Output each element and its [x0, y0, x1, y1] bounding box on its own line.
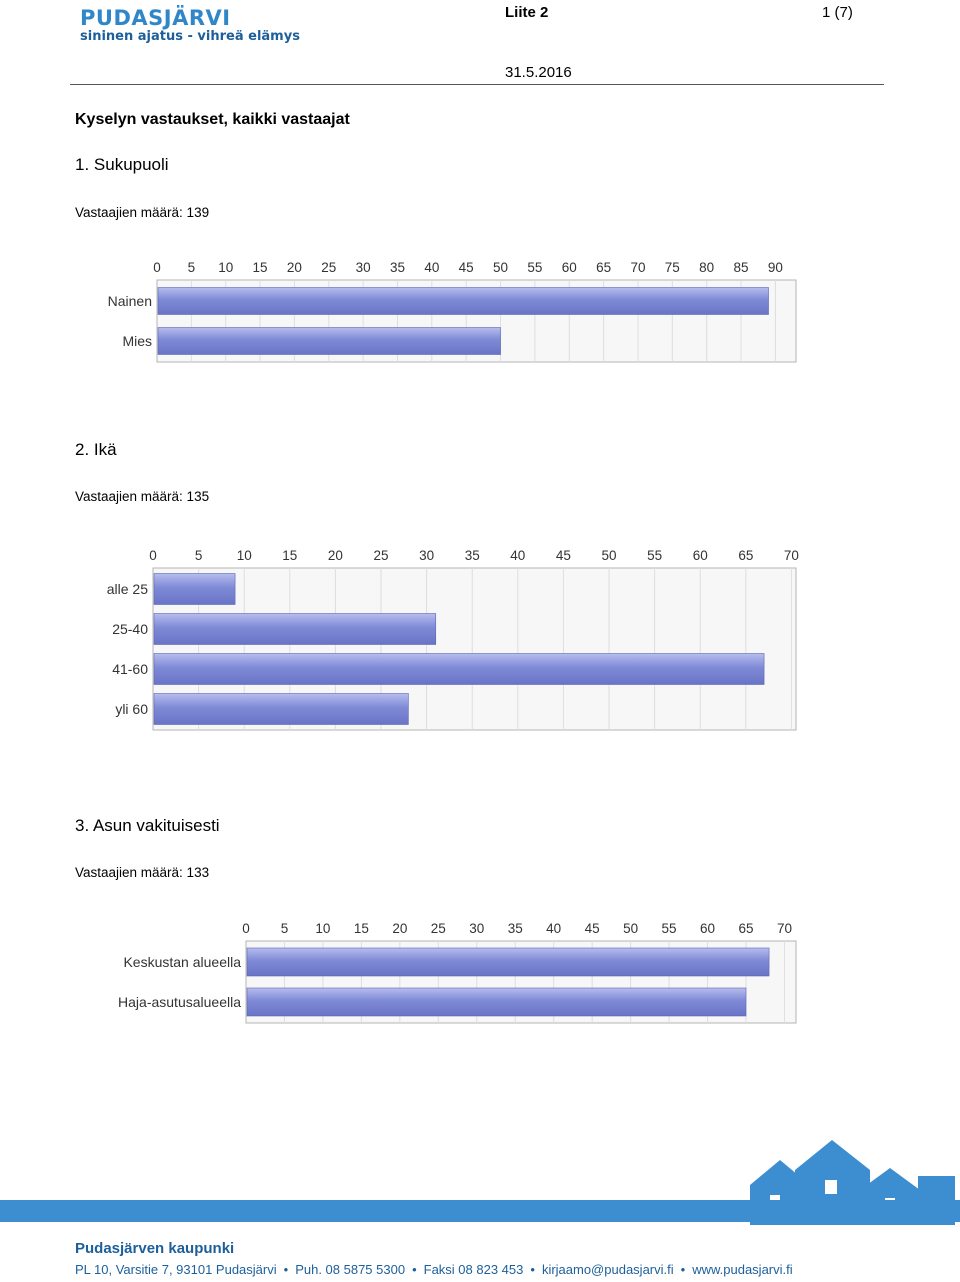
tick-label: 25	[321, 260, 336, 275]
tick-label: 50	[602, 548, 617, 563]
category-label: yli 60	[115, 701, 148, 717]
question-2-title: 2. Ikä	[75, 440, 117, 459]
tick-label: 5	[195, 548, 203, 563]
tick-label: 70	[630, 260, 645, 275]
tick-label: 45	[556, 548, 571, 563]
tick-label: 0	[149, 548, 157, 563]
tick-label: 40	[424, 260, 439, 275]
question-3-title: 3. Asun vakituisesti	[75, 816, 220, 835]
footer-separator: •	[680, 1262, 686, 1277]
category-label: Keskustan alueella	[123, 954, 241, 970]
logo-slogan: sininen ajatus - vihreä elämys	[80, 29, 300, 44]
tick-label: 85	[734, 260, 749, 275]
category-label: 25-40	[112, 621, 148, 637]
tick-label: 35	[465, 548, 480, 563]
tick-label: 55	[647, 548, 662, 563]
tick-label: 70	[784, 548, 799, 563]
tick-label: 35	[390, 260, 405, 275]
category-label: alle 25	[107, 581, 148, 597]
tick-label: 75	[665, 260, 680, 275]
tick-label: 45	[459, 260, 474, 275]
tick-label: 10	[237, 548, 252, 563]
tick-label: 55	[662, 921, 677, 936]
tick-label: 25	[373, 548, 388, 563]
tick-label: 65	[738, 548, 753, 563]
question-1-title: 1. Sukupuoli	[75, 155, 169, 174]
bar	[153, 693, 409, 725]
footer-website-link[interactable]: www.pudasjarvi.fi	[692, 1262, 793, 1277]
tick-label: 60	[693, 548, 708, 563]
logo-wordmark: PUDASJÄRVI	[80, 6, 231, 30]
footer-contact-line: PL 10, Varsitie 7, 93101 Pudasjärvi • Puh.…	[75, 1262, 793, 1277]
tick-label: 15	[354, 921, 369, 936]
tick-label: 45	[585, 921, 600, 936]
tick-label: 50	[493, 260, 508, 275]
footer-email-link[interactable]: kirjaamo@pudasjarvi.fi	[541, 1262, 674, 1277]
footer-separator: •	[412, 1262, 417, 1277]
bar	[246, 947, 770, 977]
question-1-respondents: Vastaajien määrä: 139	[75, 205, 210, 220]
tick-label: 10	[315, 921, 330, 936]
tick-label: 90	[768, 260, 783, 275]
footer-phone: Puh. 08 5875 5300	[295, 1262, 406, 1277]
tick-label: 10	[218, 260, 233, 275]
tick-label: 60	[700, 921, 715, 936]
footer-separator: •	[530, 1262, 535, 1277]
survey-title: Kyselyn vastaukset, kaikki vastaajat	[75, 111, 350, 128]
bar	[153, 653, 765, 685]
tick-label: 55	[527, 260, 542, 275]
tick-label: 25	[431, 921, 446, 936]
tick-label: 60	[562, 260, 577, 275]
document-date: 31.5.2016	[505, 64, 572, 81]
bar	[153, 573, 236, 605]
page-number: 1 (7)	[822, 4, 853, 21]
tick-label: 30	[469, 921, 484, 936]
tick-label: 80	[699, 260, 714, 275]
gender-bar-chart: 0 5 10 15 20 25 30 35 40 45 50 55 60 65 70 75 80 85 90 Nain…	[108, 260, 797, 363]
tick-label: 20	[392, 921, 407, 936]
tick-label: 5	[281, 921, 289, 936]
pudasjarvi-logo: PUDASJÄRVI sininen ajatus - vihreä elämy…	[80, 6, 300, 44]
footer-address: PL 10, Varsitie 7, 93101 Pudasjärvi	[75, 1262, 277, 1277]
tick-label: 20	[328, 548, 343, 563]
tick-label: 70	[777, 921, 792, 936]
tick-label: 15	[282, 548, 297, 563]
footer-organization: Pudasjärven kaupunki	[75, 1240, 235, 1257]
question-2-respondents: Vastaajien määrä: 135	[75, 489, 210, 504]
tick-label: 0	[153, 260, 161, 275]
tick-label: 65	[738, 921, 753, 936]
footer-band	[0, 1200, 960, 1222]
attachment-label: Liite 2	[505, 4, 549, 21]
tick-label: 40	[510, 548, 525, 563]
bar	[157, 287, 769, 315]
bar	[246, 987, 747, 1017]
footer-fax: Faksi 08 823 453	[423, 1262, 524, 1277]
tick-label: 15	[253, 260, 268, 275]
tick-label: 40	[546, 921, 561, 936]
age-bar-chart: 0 5 10 15 20 25 30 35 40 45 50 55 60 65 70 alle 25 25-40…	[107, 548, 799, 731]
tick-label: 20	[287, 260, 302, 275]
tick-label: 5	[188, 260, 196, 275]
category-label: Haja-asutusalueella	[118, 994, 241, 1010]
tick-label: 30	[356, 260, 371, 275]
bar	[153, 613, 437, 645]
footer-separator: •	[283, 1262, 289, 1277]
residence-bar-chart: 0 5 10 15 20 25 30 35 40 45 50 55 60 65 70 Keskustan al…	[118, 921, 797, 1024]
header-divider	[70, 84, 884, 85]
tick-label: 30	[419, 548, 434, 563]
bar	[157, 327, 501, 355]
tick-label: 50	[623, 921, 638, 936]
tick-label: 65	[596, 260, 611, 275]
question-3-respondents: Vastaajien määrä: 133	[75, 865, 210, 880]
tick-label: 0	[242, 921, 250, 936]
tick-label: 35	[508, 921, 523, 936]
category-label: Nainen	[108, 293, 152, 309]
category-label: 41-60	[112, 661, 148, 677]
category-label: Mies	[122, 333, 152, 349]
